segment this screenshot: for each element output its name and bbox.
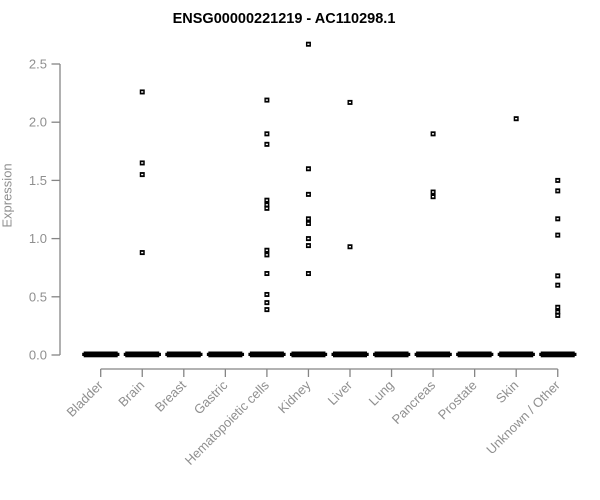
zero-cluster-bar-edge <box>323 352 328 356</box>
x-tick-label: Unknown / Other <box>483 377 563 457</box>
data-point-center <box>307 218 310 220</box>
zero-cluster-bar <box>374 351 409 358</box>
zero-cluster-bar <box>540 351 575 358</box>
x-tick-label: Skin <box>493 378 521 406</box>
data-point-center <box>348 246 351 248</box>
zero-cluster-bar-edge <box>490 352 494 356</box>
x-tick-label: Brain <box>115 378 147 410</box>
data-point-center <box>432 133 435 135</box>
data-point-center <box>265 301 268 304</box>
data-point-center <box>348 101 351 104</box>
zero-cluster-bar <box>291 351 326 358</box>
zero-cluster-bar-edge <box>456 352 460 356</box>
data-point-center <box>265 293 268 296</box>
data-point-center <box>265 133 268 135</box>
data-point-center <box>265 308 268 311</box>
data-point-center <box>141 162 144 164</box>
zero-cluster-bar <box>333 351 367 358</box>
data-point-center <box>141 91 144 93</box>
zero-cluster-bar <box>499 351 534 358</box>
zero-cluster-bar <box>416 351 451 358</box>
data-point-center <box>265 199 268 201</box>
data-point-center <box>556 311 559 313</box>
zero-cluster-bar-edge <box>165 352 169 356</box>
zero-cluster-bar <box>125 351 160 358</box>
zero-cluster-bar-edge <box>531 352 535 356</box>
y-tick-label: 2.5 <box>29 57 47 72</box>
zero-cluster-bar-edge <box>282 352 286 356</box>
zero-cluster-bar <box>249 351 284 358</box>
data-point-center <box>556 179 559 182</box>
zero-cluster-bar-edge <box>206 352 211 356</box>
data-point-center <box>556 284 559 286</box>
y-tick-label: 0.0 <box>29 348 47 363</box>
zero-cluster-bar-edge <box>82 352 86 356</box>
zero-cluster-bar-edge <box>573 352 577 356</box>
data-point-center <box>556 190 559 192</box>
data-point-center <box>265 99 268 101</box>
data-point-center <box>556 306 559 308</box>
zero-cluster-bar-edge <box>365 352 369 356</box>
zero-cluster-bar <box>166 351 201 358</box>
zero-cluster-bar-edge <box>289 352 294 356</box>
data-point-center <box>556 218 559 220</box>
x-tick-label: Liver <box>325 377 356 408</box>
zero-cluster-bar-edge <box>497 352 501 356</box>
data-point-center <box>265 272 268 275</box>
chart-title: ENSG00000221219 - AC110298.1 <box>172 11 396 27</box>
y-tick-label: 1.5 <box>29 173 47 188</box>
zero-cluster-bar-edge <box>123 352 127 356</box>
data-point-center <box>556 314 559 317</box>
zero-cluster-bar-edge <box>157 352 161 356</box>
x-tick-label: Bladder <box>64 377 107 420</box>
data-point-center <box>307 43 310 45</box>
zero-cluster-bar-edge <box>248 352 252 356</box>
zero-cluster-bar-edge <box>373 352 377 356</box>
data-point-center <box>432 195 435 198</box>
zero-cluster-bar <box>457 351 492 358</box>
data-point-center <box>265 249 268 251</box>
data-point-center <box>307 272 310 275</box>
y-tick-label: 2.0 <box>29 115 47 130</box>
zero-cluster-bar-edge <box>448 352 452 356</box>
x-tick-label: Pancreas <box>389 377 439 427</box>
data-point-center <box>515 118 518 120</box>
data-point-center <box>307 237 310 240</box>
zero-cluster-bar-edge <box>199 352 203 356</box>
data-point-center <box>141 251 144 254</box>
data-point-center <box>307 168 310 170</box>
data-point-center <box>307 222 310 225</box>
zero-cluster-bar-edge <box>407 352 411 356</box>
data-point-center <box>556 275 559 277</box>
zero-cluster-bar-edge <box>116 352 120 356</box>
data-point-center <box>556 234 559 236</box>
data-point-center <box>265 207 268 210</box>
zero-cluster-bar <box>208 351 243 358</box>
x-tick-label: Lung <box>366 378 397 409</box>
zero-cluster-bar-edge <box>331 352 335 356</box>
data-point-center <box>307 244 310 247</box>
data-point-center <box>265 143 268 146</box>
y-tick-label: 0.5 <box>29 289 47 304</box>
zero-cluster-bar-edge <box>539 352 543 356</box>
zero-cluster-bar <box>83 351 118 358</box>
data-point-center <box>432 191 435 193</box>
y-tick-label: 1.0 <box>29 231 47 246</box>
x-tick-label: Kidney <box>275 377 314 416</box>
data-point-center <box>265 204 268 206</box>
x-tick-label: Breast <box>152 377 189 414</box>
zero-cluster-bar-edge <box>240 352 245 356</box>
x-tick-label: Prostate <box>435 378 480 423</box>
data-point-center <box>265 254 268 256</box>
data-point-center <box>307 193 310 196</box>
zero-cluster-bar-edge <box>414 352 418 356</box>
data-point-center <box>141 173 144 176</box>
x-tick-label: Gastric <box>191 377 231 417</box>
